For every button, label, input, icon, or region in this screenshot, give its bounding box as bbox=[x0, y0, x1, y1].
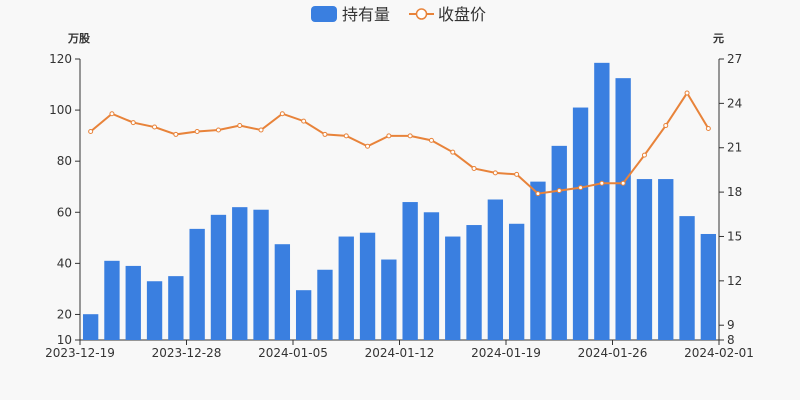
price-line bbox=[90, 91, 710, 195]
y-right-tick-label: 27 bbox=[727, 52, 742, 66]
price-point bbox=[343, 133, 349, 139]
price-point bbox=[450, 149, 456, 155]
price-point bbox=[365, 143, 371, 149]
bar bbox=[636, 179, 653, 340]
bar bbox=[508, 223, 525, 340]
bar bbox=[295, 290, 312, 340]
price-point bbox=[258, 127, 264, 133]
bar bbox=[423, 212, 440, 340]
bar bbox=[551, 145, 567, 340]
bar bbox=[168, 276, 184, 340]
bar bbox=[82, 314, 99, 340]
price-point bbox=[152, 124, 158, 130]
price-point bbox=[684, 90, 690, 96]
y-left-tick-label: 80 bbox=[57, 154, 72, 168]
y-left-unit: 万股 bbox=[67, 32, 91, 45]
y-right-tick-label: 15 bbox=[727, 229, 742, 243]
bar bbox=[402, 202, 418, 340]
y-right-tick-label: 9 bbox=[727, 318, 735, 332]
price-point bbox=[705, 126, 711, 132]
bar bbox=[700, 233, 717, 340]
legend-bar-swatch bbox=[311, 6, 337, 22]
bar bbox=[615, 78, 631, 340]
y-left-tick-label: 60 bbox=[57, 205, 72, 219]
price-point bbox=[578, 185, 584, 191]
x-tick-label: 2024-01-12 bbox=[365, 346, 435, 360]
legend-line-swatch-marker bbox=[415, 8, 428, 20]
bar bbox=[381, 259, 397, 340]
price-point bbox=[407, 133, 413, 139]
price-point bbox=[663, 123, 669, 129]
y-right-tick-label: 18 bbox=[727, 185, 742, 199]
bar bbox=[210, 214, 227, 340]
price-point bbox=[556, 188, 562, 194]
price-point bbox=[599, 180, 605, 186]
price-point bbox=[535, 191, 541, 197]
bar bbox=[658, 179, 674, 340]
y-right-tick-label: 8 bbox=[727, 333, 735, 347]
y-left-tick-label: 100 bbox=[49, 103, 72, 117]
price-point bbox=[471, 165, 477, 171]
line-series bbox=[88, 90, 711, 197]
bar bbox=[253, 209, 269, 340]
price-point bbox=[279, 111, 285, 117]
x-tick-label: 2024-01-19 bbox=[471, 346, 541, 360]
price-point bbox=[514, 171, 520, 177]
x-tick-label: 2024-01-26 bbox=[578, 346, 648, 360]
bar bbox=[232, 207, 248, 340]
legend-line-label: 收盘价 bbox=[438, 5, 486, 24]
bar bbox=[530, 181, 546, 340]
bar-series bbox=[82, 62, 717, 340]
price-point bbox=[173, 131, 179, 137]
bar bbox=[445, 236, 461, 340]
bar bbox=[125, 265, 141, 340]
bar bbox=[572, 107, 589, 340]
price-point bbox=[88, 128, 94, 134]
y-left-tick-label: 120 bbox=[49, 52, 72, 66]
price-point bbox=[194, 128, 200, 134]
bar bbox=[146, 281, 163, 340]
price-point bbox=[237, 123, 243, 129]
price-point bbox=[386, 133, 392, 139]
price-point bbox=[428, 137, 434, 143]
bar bbox=[104, 260, 120, 340]
bar bbox=[189, 228, 205, 340]
bar bbox=[466, 225, 482, 340]
bar bbox=[594, 62, 610, 340]
bar bbox=[317, 269, 333, 340]
price-point bbox=[492, 170, 498, 176]
price-point bbox=[109, 111, 115, 117]
y-right-tick-label: 12 bbox=[727, 274, 742, 288]
price-point bbox=[215, 127, 221, 133]
x-tick-label: 2023-12-28 bbox=[152, 346, 222, 360]
legend-bar-label: 持有量 bbox=[342, 5, 390, 24]
x-tick-label: 2024-01-05 bbox=[258, 346, 328, 360]
bar bbox=[487, 199, 504, 340]
x-tick-label: 2024-02-01 bbox=[684, 346, 754, 360]
price-point bbox=[130, 120, 136, 126]
bar bbox=[359, 232, 376, 340]
bar bbox=[274, 244, 291, 340]
price-point bbox=[301, 118, 307, 124]
y-right-tick-label: 24 bbox=[727, 96, 742, 110]
legend[interactable]: 持有量 收盘价 bbox=[311, 5, 486, 24]
price-point bbox=[641, 152, 647, 158]
y-left-tick-label: 20 bbox=[57, 307, 72, 321]
bar bbox=[679, 216, 695, 340]
bar bbox=[338, 236, 354, 340]
price-point bbox=[620, 180, 626, 186]
y-left-tick-label: 10 bbox=[57, 333, 72, 347]
y-left-tick-label: 40 bbox=[57, 256, 72, 270]
y-right-tick-label: 21 bbox=[727, 141, 742, 155]
y-right-unit: 元 bbox=[713, 32, 724, 45]
axes: 10 20 40 60 80 100 120 89 12 15 18 21 24 27 2023-12-19… bbox=[45, 52, 754, 360]
price-point bbox=[322, 131, 328, 137]
x-tick-label: 2023-12-19 bbox=[45, 346, 115, 360]
